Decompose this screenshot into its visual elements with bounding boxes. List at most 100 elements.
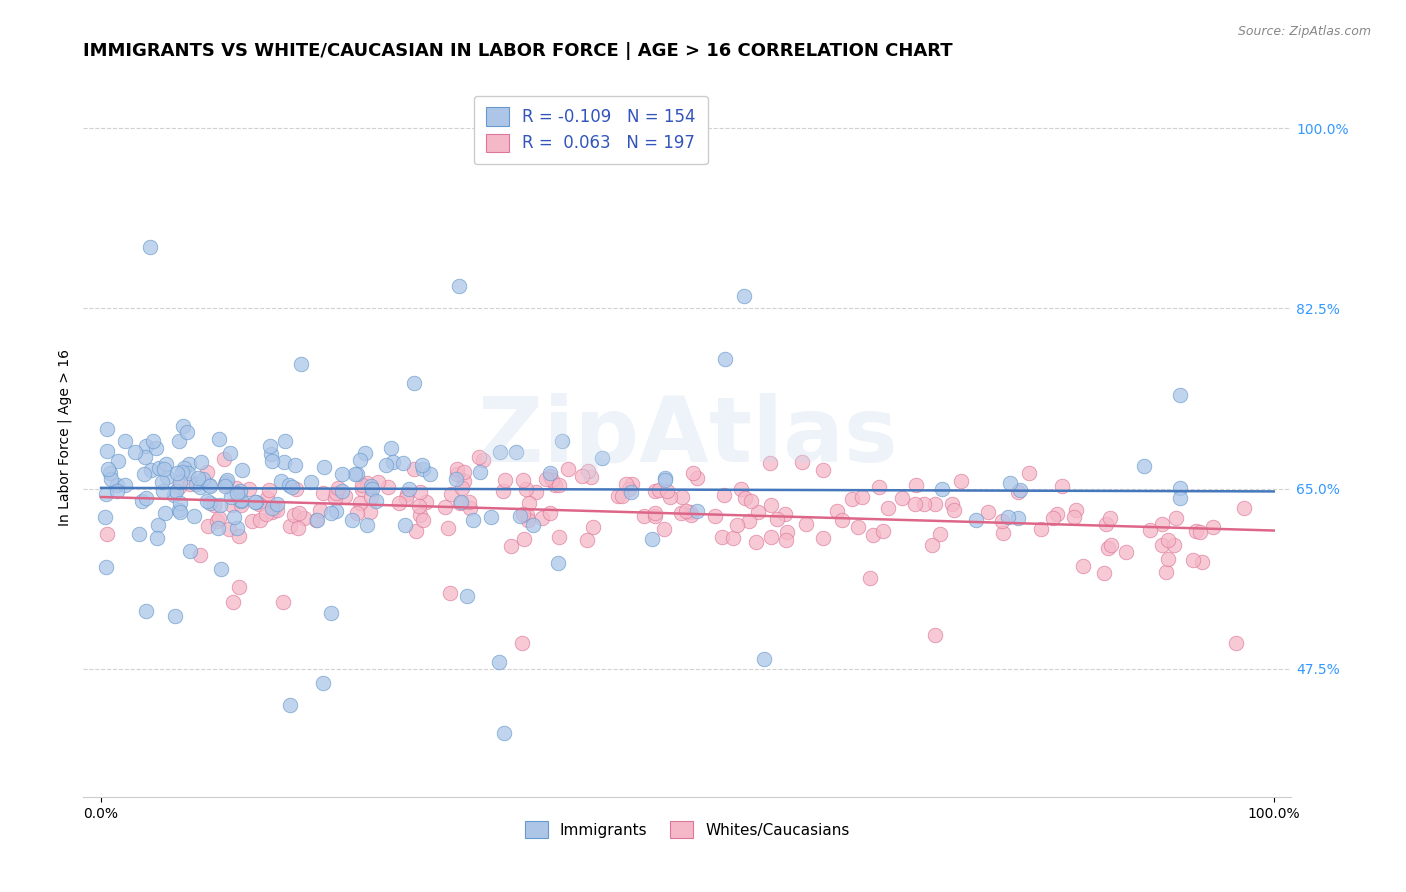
Point	[488, 444, 510, 458]
Point	[177, 466, 200, 480]
Point	[1168, 491, 1191, 505]
Point	[132, 467, 155, 481]
Point	[257, 483, 280, 497]
Point	[218, 523, 240, 537]
Point	[904, 478, 927, 492]
Point	[395, 486, 418, 500]
Point	[657, 483, 679, 498]
Point	[450, 494, 472, 508]
Point	[94, 559, 117, 574]
Point	[950, 474, 973, 488]
Point	[924, 628, 946, 642]
Legend: Immigrants, Whites/Caucasians: Immigrants, Whites/Caucasians	[519, 815, 856, 844]
Point	[1139, 523, 1161, 537]
Point	[271, 595, 294, 609]
Point	[1018, 466, 1040, 480]
Point	[177, 457, 200, 471]
Point	[620, 484, 643, 499]
Point	[342, 512, 364, 526]
Point	[249, 513, 271, 527]
Point	[738, 514, 761, 528]
Point	[135, 604, 157, 618]
Point	[214, 476, 236, 491]
Point	[139, 240, 162, 254]
Point	[170, 465, 193, 479]
Point	[544, 478, 567, 492]
Point	[367, 475, 389, 490]
Point	[285, 482, 308, 496]
Point	[217, 473, 239, 487]
Point	[359, 504, 381, 518]
Point	[292, 510, 315, 524]
Point	[453, 474, 475, 488]
Point	[225, 481, 247, 495]
Point	[1233, 501, 1256, 516]
Point	[412, 513, 434, 527]
Point	[439, 586, 461, 600]
Point	[146, 531, 169, 545]
Point	[377, 479, 399, 493]
Point	[547, 478, 569, 492]
Point	[941, 498, 963, 512]
Point	[1071, 559, 1094, 574]
Point	[1150, 517, 1173, 532]
Point	[98, 466, 121, 480]
Point	[256, 491, 278, 506]
Point	[713, 488, 735, 502]
Point	[1182, 553, 1205, 567]
Point	[434, 500, 457, 514]
Point	[402, 376, 425, 390]
Point	[1092, 566, 1115, 580]
Point	[766, 512, 789, 526]
Point	[517, 496, 540, 510]
Point	[794, 516, 817, 531]
Point	[228, 529, 250, 543]
Point	[260, 500, 283, 515]
Point	[152, 484, 174, 499]
Point	[145, 442, 167, 456]
Point	[710, 530, 733, 544]
Point	[576, 533, 599, 548]
Point	[380, 441, 402, 455]
Point	[243, 494, 266, 508]
Point	[188, 480, 211, 494]
Point	[124, 445, 146, 459]
Point	[388, 496, 411, 510]
Point	[356, 518, 378, 533]
Point	[679, 508, 702, 523]
Point	[202, 498, 225, 512]
Point	[349, 496, 371, 510]
Point	[96, 526, 118, 541]
Point	[207, 521, 229, 535]
Point	[446, 472, 468, 486]
Text: ZipAtlas: ZipAtlas	[478, 393, 897, 481]
Point	[516, 513, 538, 527]
Point	[408, 499, 430, 513]
Point	[733, 288, 755, 302]
Point	[326, 481, 349, 495]
Point	[283, 508, 305, 523]
Point	[263, 501, 285, 516]
Point	[924, 497, 946, 511]
Point	[1063, 509, 1085, 524]
Point	[644, 506, 666, 520]
Point	[862, 528, 884, 542]
Point	[288, 506, 311, 520]
Point	[977, 505, 1000, 519]
Point	[187, 471, 209, 485]
Point	[617, 482, 640, 496]
Point	[1064, 503, 1087, 517]
Point	[725, 518, 748, 533]
Point	[219, 446, 242, 460]
Point	[612, 489, 634, 503]
Point	[153, 506, 176, 520]
Point	[1168, 388, 1191, 402]
Point	[658, 490, 681, 504]
Point	[361, 482, 384, 496]
Point	[1154, 565, 1177, 579]
Point	[943, 503, 966, 517]
Point	[446, 467, 468, 481]
Point	[100, 472, 122, 486]
Point	[394, 491, 416, 505]
Point	[671, 506, 693, 520]
